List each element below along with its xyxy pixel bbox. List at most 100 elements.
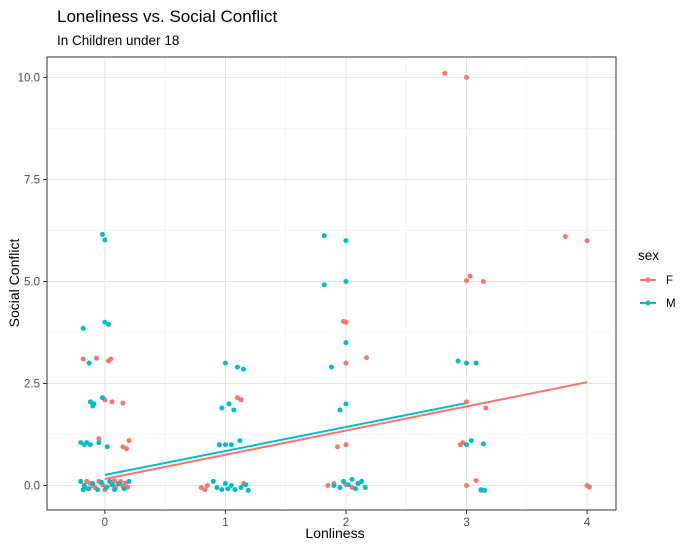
y-axis-title: Social Conflict	[6, 239, 22, 328]
data-point-f	[483, 405, 489, 411]
data-point-m	[329, 364, 334, 370]
data-point-m	[103, 485, 109, 491]
data-point-m	[214, 485, 220, 491]
data-point-m	[341, 478, 347, 484]
data-point-m	[331, 483, 337, 489]
data-point-m	[219, 405, 225, 411]
data-point-m	[87, 442, 93, 448]
data-point-m	[90, 480, 96, 486]
data-point-f	[120, 400, 126, 406]
data-point-m	[228, 483, 234, 489]
plot-border	[46, 56, 617, 511]
data-point-m	[243, 482, 249, 488]
data-point-m	[343, 278, 349, 284]
x-tick-label: 1	[222, 517, 228, 529]
data-point-f	[109, 399, 115, 405]
data-point-m	[95, 487, 101, 493]
data-point-f	[108, 356, 114, 362]
data-point-m	[473, 360, 479, 366]
data-point-m	[222, 480, 228, 486]
data-point-f	[464, 74, 470, 80]
data-point-m	[482, 487, 488, 493]
data-point-f	[335, 444, 341, 450]
x-axis: 0 1 2 3 4	[102, 510, 591, 529]
data-point-f	[112, 478, 118, 484]
data-point-m	[126, 478, 132, 484]
data-point-m	[98, 479, 104, 485]
data-point-m	[464, 442, 470, 448]
y-tick-label: 10.0	[18, 72, 40, 84]
data-point-f	[204, 483, 210, 489]
data-point-m	[237, 438, 243, 444]
trend-line-m	[104, 402, 467, 476]
data-point-m	[345, 482, 351, 488]
y-tick-label: 7.5	[24, 174, 40, 186]
y-tick-label: 5.0	[24, 276, 40, 288]
data-point-m	[353, 486, 359, 492]
data-point-m	[343, 340, 349, 346]
data-point-m	[80, 487, 86, 493]
data-point-f	[473, 478, 479, 484]
data-point-m	[109, 482, 115, 488]
data-point-m	[80, 325, 86, 331]
y-axis: 0.0 2.5 5.0 7.5 10.0	[18, 72, 47, 493]
data-point-m	[219, 487, 225, 493]
data-point-m	[105, 321, 111, 327]
legend-label-f: F	[666, 275, 673, 287]
data-point-f	[202, 487, 208, 493]
plot-panel	[47, 57, 616, 510]
data-point-m	[231, 407, 237, 413]
data-point-m	[343, 401, 349, 407]
data-point-m	[468, 438, 474, 444]
chart-subtitle: In Children under 18	[57, 33, 179, 48]
data-point-m	[234, 364, 240, 370]
trend-layer	[104, 381, 588, 480]
data-point-m	[96, 440, 102, 446]
x-tick-label: 2	[343, 517, 349, 529]
data-point-f	[442, 70, 448, 76]
legend-title: sex	[638, 248, 659, 263]
data-point-m	[216, 442, 222, 448]
data-point-m	[238, 485, 244, 491]
data-point-m	[464, 360, 470, 366]
data-point-f	[562, 234, 568, 240]
data-point-m	[222, 360, 228, 366]
data-point-m	[337, 407, 343, 413]
legend-key-point-f	[645, 277, 651, 283]
trend-line-f	[104, 381, 588, 480]
data-point-m	[337, 485, 343, 491]
data-point-m	[222, 442, 228, 448]
x-tick-label: 3	[463, 517, 469, 529]
data-point-m	[480, 441, 486, 447]
data-point-f	[363, 355, 369, 361]
data-point-m	[116, 481, 122, 487]
data-point-m	[112, 487, 118, 493]
data-point-m	[359, 478, 365, 484]
data-point-m	[225, 486, 231, 492]
data-point-m	[78, 478, 84, 484]
x-tick-label: 4	[584, 517, 591, 529]
data-point-m	[210, 478, 216, 484]
data-point-m	[102, 237, 108, 243]
data-point-f	[124, 446, 130, 452]
data-point-f	[464, 483, 470, 489]
data-point-f	[238, 397, 244, 403]
chart-title: Loneliness vs. Social Conflict	[57, 7, 277, 26]
data-point-m	[91, 401, 97, 407]
x-tick-label: 0	[102, 517, 108, 529]
data-point-m	[232, 487, 238, 493]
data-point-f	[93, 355, 99, 361]
legend: sex FM	[638, 248, 676, 310]
data-point-f	[464, 399, 470, 405]
data-point-m	[81, 483, 87, 489]
data-point-f	[586, 484, 592, 490]
data-point-f	[343, 442, 349, 448]
data-point-m	[321, 233, 327, 239]
data-point-f	[584, 238, 590, 244]
points-layer	[78, 70, 592, 493]
y-tick-label: 2.5	[24, 378, 40, 390]
data-point-m	[85, 486, 91, 492]
data-point-m	[121, 486, 127, 492]
data-point-f	[464, 278, 470, 284]
